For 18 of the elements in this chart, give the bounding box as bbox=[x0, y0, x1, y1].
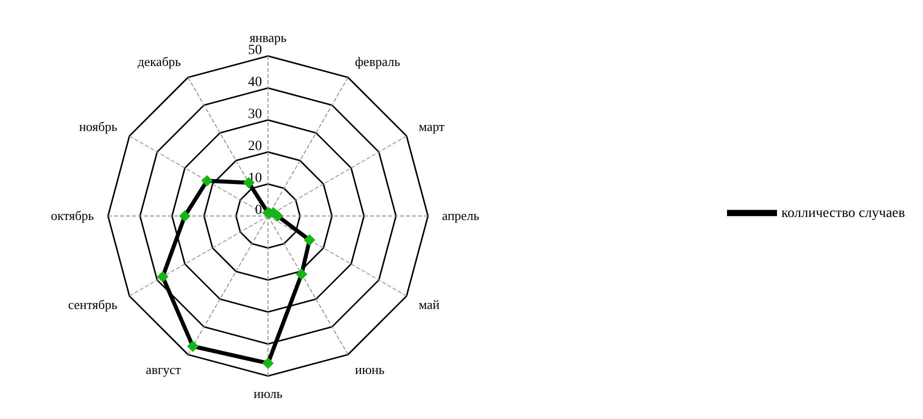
spoke-label: октябрь bbox=[50, 208, 94, 223]
spoke-label: январь bbox=[249, 30, 287, 45]
spoke-label: апрель bbox=[442, 208, 480, 223]
spoke-label: февраль bbox=[355, 54, 400, 69]
spoke-label: июль bbox=[254, 386, 282, 401]
y-tick-label: 30 bbox=[248, 107, 262, 122]
y-tick-label: 40 bbox=[248, 75, 262, 90]
spoke-label: декабрь bbox=[138, 54, 182, 69]
spoke-label: август bbox=[146, 362, 182, 378]
y-tick-label: 50 bbox=[248, 43, 262, 58]
y-tick-label: 0 bbox=[255, 203, 262, 218]
spoke-label: июнь bbox=[355, 362, 385, 378]
legend-label: колличество случаев bbox=[781, 206, 905, 221]
y-tick-label: 20 bbox=[248, 139, 262, 154]
spoke-label: ноябрь bbox=[79, 119, 118, 134]
spoke-label: март bbox=[418, 119, 445, 134]
spoke-label: май bbox=[418, 297, 440, 312]
spoke-label: сентябрь bbox=[68, 297, 118, 312]
